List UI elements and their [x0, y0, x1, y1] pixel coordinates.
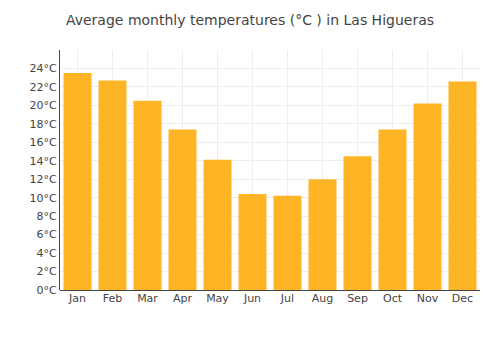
svg-text:22°C: 22°C — [30, 81, 57, 94]
svg-text:10°C: 10°C — [30, 192, 57, 205]
svg-text:16°C: 16°C — [30, 136, 57, 149]
svg-text:Average monthly temperatures (: Average monthly temperatures (°C ) in La… — [66, 12, 434, 28]
svg-text:12°C: 12°C — [30, 173, 57, 186]
svg-text:14°C: 14°C — [30, 155, 57, 168]
svg-text:Dec: Dec — [452, 292, 473, 305]
svg-text:24°C: 24°C — [30, 62, 57, 75]
svg-text:8°C: 8°C — [37, 210, 57, 223]
svg-text:Feb: Feb — [103, 292, 122, 305]
svg-text:18°C: 18°C — [30, 118, 57, 131]
svg-text:4°C: 4°C — [37, 247, 57, 260]
svg-text:Aug: Aug — [312, 292, 333, 305]
svg-text:May: May — [206, 292, 229, 305]
svg-text:Mar: Mar — [137, 292, 158, 305]
svg-text:20°C: 20°C — [30, 99, 57, 112]
svg-text:Jun: Jun — [243, 292, 261, 305]
svg-text:Apr: Apr — [173, 292, 193, 305]
svg-text:Sep: Sep — [347, 292, 368, 305]
svg-text:Nov: Nov — [417, 292, 439, 305]
svg-text:2°C: 2°C — [37, 265, 57, 278]
svg-text:0°C: 0°C — [37, 284, 57, 297]
svg-text:6°C: 6°C — [37, 228, 57, 241]
svg-text:Jul: Jul — [280, 292, 294, 305]
svg-text:Jan: Jan — [68, 292, 86, 305]
svg-text:Oct: Oct — [383, 292, 403, 305]
